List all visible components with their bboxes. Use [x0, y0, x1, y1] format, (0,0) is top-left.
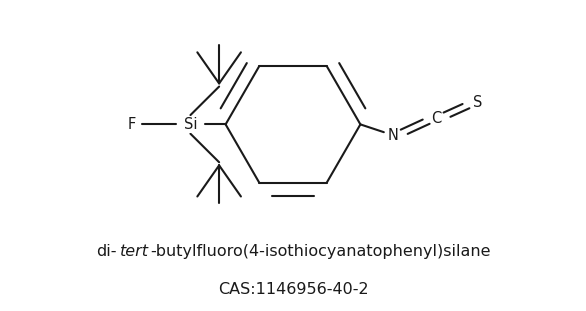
Text: F: F: [128, 117, 136, 132]
Text: CAS:1146956-40-2: CAS:1146956-40-2: [217, 282, 369, 297]
Text: N: N: [387, 128, 398, 143]
Text: di-: di-: [96, 244, 116, 259]
Text: S: S: [473, 95, 482, 110]
Text: -butylfluoro(4-isothiocyanatophenyl)silane: -butylfluoro(4-isothiocyanatophenyl)sila…: [151, 244, 491, 259]
Text: Si: Si: [183, 117, 197, 132]
Text: tert: tert: [120, 244, 149, 259]
Text: C: C: [431, 111, 442, 126]
